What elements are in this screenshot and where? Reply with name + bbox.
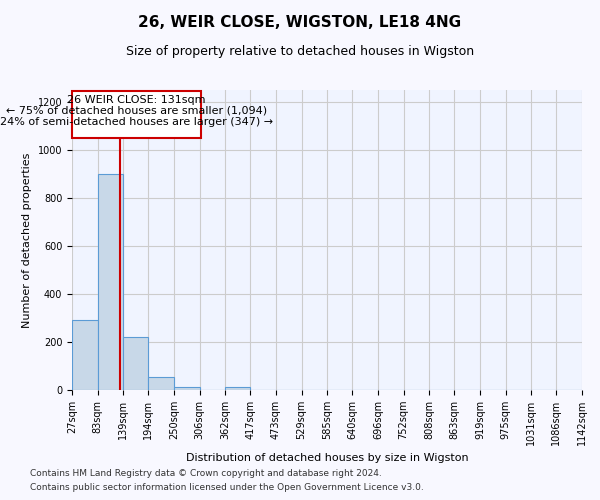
Text: 26 WEIR CLOSE: 131sqm: 26 WEIR CLOSE: 131sqm [67,94,206,104]
Text: Size of property relative to detached houses in Wigston: Size of property relative to detached ho… [126,45,474,58]
Bar [123,337,148,390]
Bar [225,387,250,390]
Bar [174,387,200,390]
Y-axis label: Number of detached properties: Number of detached properties [22,152,32,328]
Text: 26, WEIR CLOSE, WIGSTON, LE18 4NG: 26, WEIR CLOSE, WIGSTON, LE18 4NG [139,15,461,30]
Text: ← 75% of detached houses are smaller (1,094): ← 75% of detached houses are smaller (1,… [6,106,267,116]
Bar [148,377,174,390]
Bar [98,174,123,390]
Text: Contains HM Land Registry data © Crown copyright and database right 2024.: Contains HM Land Registry data © Crown c… [30,468,382,477]
X-axis label: Distribution of detached houses by size in Wigston: Distribution of detached houses by size … [185,454,469,464]
Text: 24% of semi-detached houses are larger (347) →: 24% of semi-detached houses are larger (… [0,116,273,126]
FancyBboxPatch shape [73,91,200,138]
Bar [72,320,98,390]
Text: Contains public sector information licensed under the Open Government Licence v3: Contains public sector information licen… [30,484,424,492]
